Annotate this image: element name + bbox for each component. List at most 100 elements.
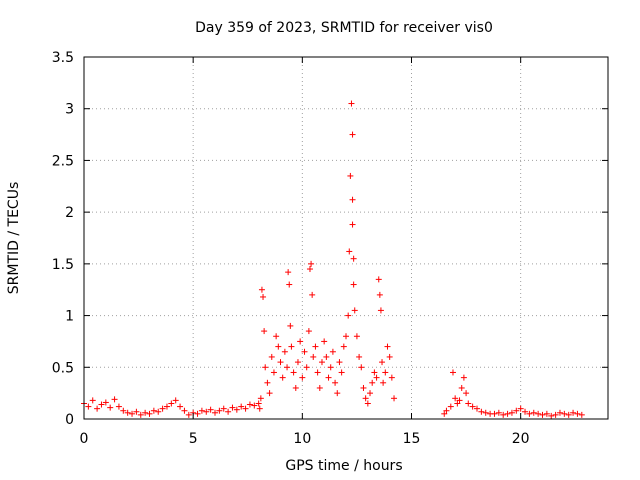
data-point xyxy=(465,400,472,407)
data-point xyxy=(388,374,395,381)
data-point xyxy=(284,364,291,371)
data-point xyxy=(150,407,157,414)
data-point xyxy=(260,293,267,300)
data-point xyxy=(561,410,568,417)
data-point xyxy=(356,353,363,360)
data-point xyxy=(233,406,240,413)
data-point xyxy=(371,369,378,376)
data-point xyxy=(246,401,253,408)
data-point xyxy=(185,411,192,418)
data-point xyxy=(111,396,118,403)
data-point xyxy=(346,248,353,255)
data-point xyxy=(275,343,282,350)
data-point xyxy=(262,364,269,371)
data-point xyxy=(242,405,249,412)
data-point xyxy=(286,281,293,288)
axis-ticks xyxy=(83,56,608,420)
data-point xyxy=(349,131,356,138)
data-point xyxy=(382,369,389,376)
data-point xyxy=(203,408,210,415)
data-point xyxy=(297,338,304,345)
y-tick-label: 3 xyxy=(65,102,74,118)
plot-frame xyxy=(83,56,609,420)
data-point xyxy=(350,255,357,262)
data-point xyxy=(129,410,136,417)
data-point xyxy=(369,379,376,386)
data-point xyxy=(508,409,515,416)
data-point xyxy=(345,312,352,319)
data-point xyxy=(290,369,297,376)
data-point xyxy=(353,333,360,340)
data-point xyxy=(277,359,284,366)
data-point xyxy=(281,348,288,355)
data-point xyxy=(107,404,114,411)
data-point xyxy=(504,410,511,417)
data-point xyxy=(454,400,461,407)
data-point xyxy=(172,397,179,404)
data-point xyxy=(89,397,96,404)
data-point xyxy=(327,364,334,371)
data-point xyxy=(386,353,393,360)
data-point xyxy=(133,408,140,415)
data-point xyxy=(279,374,286,381)
data-point xyxy=(120,407,127,414)
data-point xyxy=(332,379,339,386)
data-point xyxy=(469,403,476,410)
data-point xyxy=(349,196,356,203)
data-point xyxy=(321,338,328,345)
data-point xyxy=(456,397,463,404)
data-point xyxy=(449,369,456,376)
data-point xyxy=(349,221,356,228)
data-point xyxy=(264,379,271,386)
y-tick-label: 2.5 xyxy=(52,153,74,169)
data-point xyxy=(177,403,184,410)
data-point xyxy=(270,369,277,376)
data-point xyxy=(526,410,533,417)
data-point xyxy=(513,407,520,414)
data-point xyxy=(294,359,301,366)
data-point xyxy=(168,400,175,407)
data-point xyxy=(308,260,315,267)
data-point xyxy=(312,343,319,350)
data-point xyxy=(336,359,343,366)
data-point xyxy=(343,333,349,340)
data-point xyxy=(285,269,292,276)
data-point xyxy=(570,409,577,416)
y-tick-label: 0.5 xyxy=(52,360,74,376)
data-point xyxy=(251,402,258,409)
data-point xyxy=(309,291,316,298)
data-point xyxy=(379,359,386,366)
data-point xyxy=(273,333,280,340)
data-series-vis0 xyxy=(81,100,585,419)
data-point xyxy=(318,359,325,366)
data-point xyxy=(102,399,109,406)
data-point xyxy=(460,374,467,381)
data-point xyxy=(85,403,92,410)
data-point xyxy=(482,409,489,416)
data-point xyxy=(338,369,345,376)
data-point xyxy=(292,384,299,391)
data-point xyxy=(325,374,332,381)
data-point xyxy=(443,407,450,414)
data-point xyxy=(500,411,507,418)
data-point xyxy=(261,328,268,335)
data-point xyxy=(522,408,529,415)
data-point xyxy=(212,409,218,416)
data-point xyxy=(376,291,383,298)
data-point xyxy=(347,172,354,179)
y-tick-label: 3.5 xyxy=(52,50,74,66)
chart-title: Day 359 of 2023, SRMTID for receiver vis… xyxy=(195,20,493,36)
data-point xyxy=(257,395,264,402)
data-point xyxy=(198,407,205,414)
data-point xyxy=(255,400,262,407)
x-tick-label: 15 xyxy=(403,431,421,447)
data-point xyxy=(163,403,170,410)
data-point xyxy=(478,408,485,415)
data-point xyxy=(552,411,559,418)
data-point xyxy=(574,410,581,417)
data-point xyxy=(124,409,131,416)
data-point xyxy=(543,410,550,417)
data-point xyxy=(146,410,153,417)
data-point xyxy=(115,403,122,410)
x-tick-label: 0 xyxy=(80,431,89,447)
